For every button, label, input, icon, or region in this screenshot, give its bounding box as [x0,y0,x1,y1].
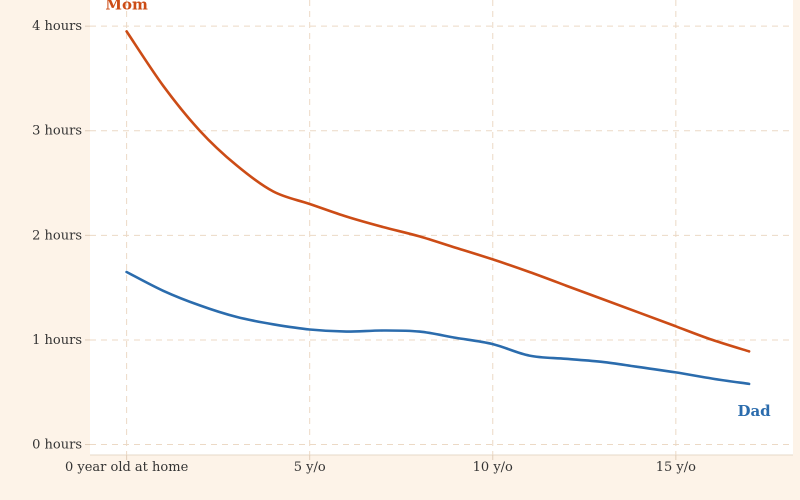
series-labels: Mom Dad [105,0,771,420]
plot-area [90,0,793,455]
x-axis: 0 year old at home 5 y/o 10 y/o 15 y/o [65,455,696,475]
y-tick-label: 1 hours [32,333,82,348]
y-tick-label: 4 hours [32,19,82,34]
y-axis: 0 hours 1 hours 2 hours 3 hours 4 hours [32,19,90,453]
mom-series-label: Mom [105,0,148,13]
y-tick-label: 3 hours [32,124,82,139]
x-tick-label: 15 y/o [656,460,696,475]
x-tick-label: 10 y/o [473,460,513,475]
mom-series-line [125,30,751,353]
x-tick-label: 0 year old at home [65,460,189,475]
grid-lines [90,0,793,455]
dad-series-line [125,270,751,386]
x-tick-label: 5 y/o [294,460,326,475]
y-tick-label: 2 hours [32,228,82,243]
dad-series-label: Dad [737,402,771,420]
y-tick-label: 0 hours [32,438,82,453]
series-lines [125,30,751,386]
